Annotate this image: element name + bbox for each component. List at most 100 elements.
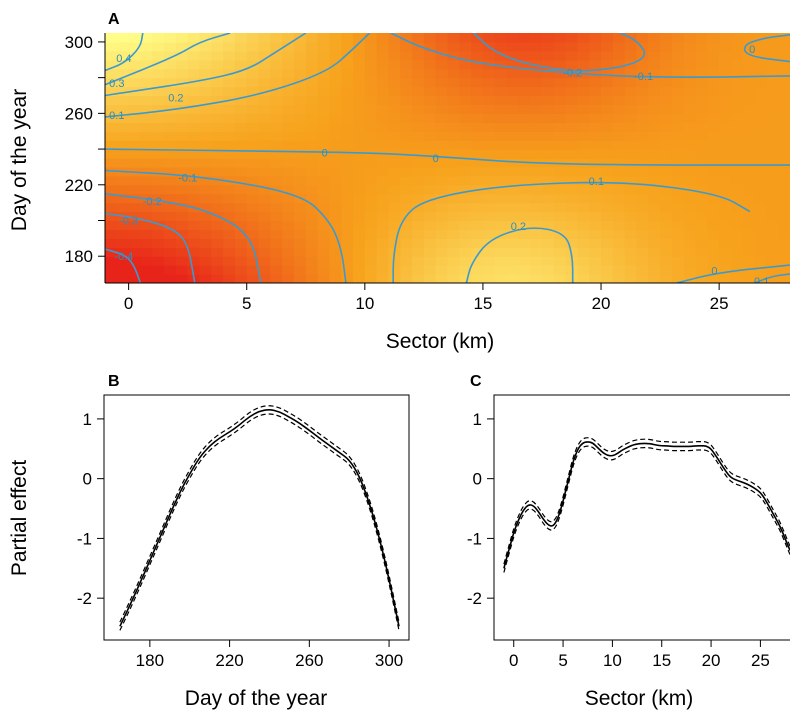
heatmap-cell (317, 41, 330, 52)
heatmap-cell (364, 229, 378, 239)
heatmap-cell (353, 211, 366, 222)
heatmap-cell (612, 220, 626, 231)
heatmap-cell (636, 229, 649, 239)
heatmap-cell (305, 184, 319, 195)
heatmap-cell (223, 104, 236, 114)
heatmap-cell (412, 33, 425, 43)
heatmap-cell (423, 256, 437, 266)
heatmap-cell (258, 95, 271, 106)
heatmap-cell (577, 202, 590, 213)
heatmap-cell (376, 193, 390, 204)
heatmap-cell (353, 158, 366, 168)
heatmap-cell (612, 95, 626, 106)
heatmap-cell (293, 59, 307, 70)
heatmap-cell (589, 131, 602, 141)
heatmap-cell (293, 175, 307, 186)
heatmap-cell (341, 140, 354, 150)
heatmap-cell (128, 220, 142, 231)
heatmap-cell (624, 104, 638, 114)
heatmap-cell (742, 59, 756, 70)
heatmap-cell (341, 265, 354, 275)
heatmap-cell (258, 122, 271, 132)
heatmap-cell (329, 238, 342, 248)
panel-b-y-tick-label: -2 (77, 589, 92, 608)
heatmap-cell (317, 256, 330, 266)
heatmap-cell (648, 158, 661, 168)
heatmap-cell (282, 220, 295, 231)
heatmap-cell (707, 265, 720, 275)
heatmap-cell (530, 220, 543, 231)
heatmap-cell (530, 175, 543, 186)
heatmap-cell (766, 113, 779, 123)
panel-c-curves (503, 437, 790, 573)
heatmap-cell (258, 247, 271, 257)
heatmap-cell (636, 122, 649, 132)
heatmap-cell (553, 41, 567, 52)
heatmap-cell (152, 238, 165, 248)
heatmap-cell (447, 238, 460, 248)
heatmap-cell (364, 274, 378, 283)
heatmap-cell (423, 149, 437, 159)
heatmap-cell (612, 86, 626, 97)
heatmap-cell (234, 229, 248, 239)
heatmap-cell (471, 274, 484, 283)
heatmap-cell (778, 202, 790, 213)
heatmap-cell (695, 158, 708, 168)
heatmap-cell (246, 202, 260, 213)
heatmap-cell (376, 166, 390, 177)
heatmap-cell (565, 238, 579, 248)
heatmap-cell (293, 184, 307, 195)
heatmap-cell (128, 122, 142, 132)
heatmap-cell (116, 202, 130, 213)
heatmap-cell (695, 131, 708, 141)
heatmap-cell (671, 33, 685, 43)
heatmap-cell (541, 149, 555, 159)
heatmap-cell (211, 158, 224, 168)
heatmap-cell (388, 274, 401, 283)
heatmap-cell (423, 229, 437, 239)
heatmap-cell (636, 265, 649, 275)
heatmap-cell (601, 175, 614, 186)
heatmap-cell (730, 211, 744, 222)
heatmap-cell (553, 86, 567, 97)
heatmap-cell (730, 50, 744, 61)
heatmap-cell (778, 122, 790, 132)
heatmap-cell (282, 131, 295, 141)
heatmap-cell (719, 131, 732, 141)
heatmap-cell (353, 247, 366, 257)
heatmap-cell (636, 140, 649, 150)
heatmap-cell (305, 175, 319, 186)
heatmap-cell (293, 265, 307, 275)
heatmap-cell (541, 50, 555, 61)
heatmap-cell (447, 95, 460, 106)
heatmap-cell (128, 77, 142, 88)
heatmap-cell (246, 41, 260, 52)
heatmap-cell (329, 33, 342, 43)
heatmap-cell (353, 59, 366, 70)
heatmap-cells (105, 33, 790, 283)
heatmap-cell (353, 104, 366, 114)
heatmap-cell (589, 59, 602, 70)
heatmap-cell (671, 265, 685, 275)
heatmap-cell (140, 229, 153, 239)
heatmap-cell (612, 104, 626, 114)
heatmap-cell (223, 220, 236, 231)
heatmap-cell (742, 86, 756, 97)
heatmap-cell (624, 184, 638, 195)
heatmap-cell (565, 122, 579, 132)
heatmap-cell (447, 184, 460, 195)
panel-b-x-tick-label: 220 (215, 651, 243, 670)
heatmap-cell (730, 256, 744, 266)
heatmap-cell (624, 140, 638, 150)
heatmap-cell (612, 59, 626, 70)
heatmap-cell (435, 175, 449, 186)
heatmap-cell (341, 166, 354, 177)
heatmap-cell (589, 122, 602, 132)
heatmap-cell (164, 59, 177, 70)
heatmap-cell (518, 33, 531, 43)
heatmap-cell (105, 256, 118, 266)
heatmap-cell (719, 122, 732, 132)
heatmap-cell (577, 158, 590, 168)
heatmap-cell (648, 166, 661, 177)
heatmap-cell (589, 175, 602, 186)
